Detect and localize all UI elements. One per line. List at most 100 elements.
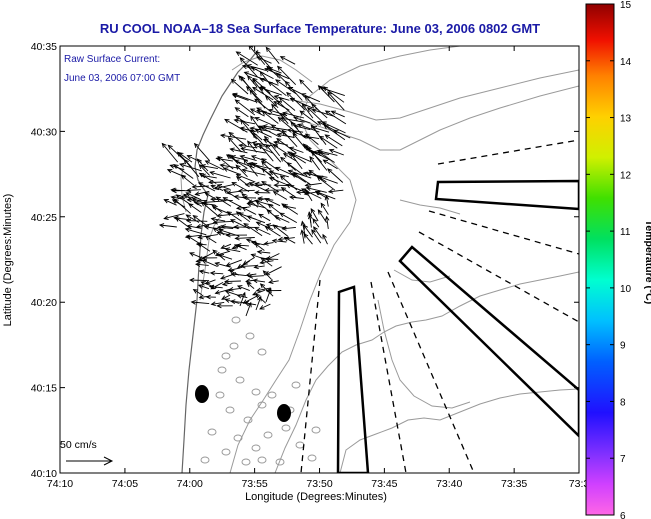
current-vector <box>255 183 272 186</box>
current-vector-head <box>222 167 229 172</box>
current-vector-head <box>183 159 189 165</box>
current-vector-head <box>169 164 175 169</box>
current-vector-head <box>264 67 270 73</box>
bathymetry-speck <box>243 416 253 424</box>
current-vector-head <box>243 71 249 76</box>
current-vector-head <box>264 95 271 101</box>
current-vector <box>302 103 314 119</box>
current-vector-head <box>308 169 314 175</box>
current-vector-head <box>254 116 260 122</box>
current-vector <box>323 86 345 103</box>
current-vector-head <box>186 224 193 229</box>
current-vector <box>226 259 243 267</box>
current-vector-head <box>236 285 243 290</box>
current-vector-head <box>246 202 252 207</box>
current-vector-head <box>224 279 230 284</box>
current-vector-head <box>247 161 253 167</box>
current-vector <box>294 125 311 131</box>
current-vector <box>243 223 263 237</box>
current-vector-head <box>324 134 330 140</box>
x-axis-ticks: 74:10 74:05 74:00 73:55 73:50 73:45 73:40 73:35… <box>47 46 589 490</box>
current-vector-head <box>254 190 260 195</box>
current-vector <box>196 222 217 228</box>
current-vector <box>303 172 328 178</box>
current-vector-head <box>233 159 240 165</box>
current-vector <box>234 244 247 251</box>
current-vector-head <box>317 151 323 157</box>
channel-edge-dashed <box>428 210 579 255</box>
current-vector-head <box>180 174 186 180</box>
current-vector <box>275 79 297 95</box>
current-vector <box>178 152 193 163</box>
current-vector-head <box>200 173 206 179</box>
bathymetry-speck <box>221 448 231 456</box>
current-vector-head <box>320 202 326 208</box>
bathymetry-speck <box>215 391 225 399</box>
channel-edge-dashed <box>387 271 475 473</box>
current-vector-head <box>201 259 207 264</box>
current-vector-head <box>197 284 204 289</box>
current-vector-head <box>287 169 293 175</box>
current-vector <box>277 133 295 138</box>
current-vector <box>276 138 297 154</box>
current-vector-head <box>246 282 252 288</box>
current-vector <box>237 294 248 299</box>
current-vector-head <box>327 168 333 174</box>
current-vector-head <box>284 80 290 86</box>
current-vector <box>243 257 255 265</box>
current-vector-head <box>253 264 259 270</box>
bathymetry-speck <box>225 406 235 414</box>
current-vector-head <box>241 291 246 298</box>
current-vector <box>252 289 266 296</box>
current-vector-head <box>200 201 207 207</box>
current-vector <box>223 167 241 176</box>
current-vector-head <box>215 196 221 202</box>
current-vector <box>225 248 241 253</box>
current-vector-head <box>221 281 228 287</box>
bathymetry-speck <box>251 388 261 396</box>
current-vector-head <box>198 163 204 170</box>
current-vector-head <box>249 126 255 132</box>
bathymetry-speck <box>307 454 317 462</box>
current-vector <box>247 64 267 71</box>
current-vector <box>264 136 281 157</box>
current-vector-head <box>261 181 267 186</box>
current-vector <box>186 220 208 222</box>
channel-edge-dashed <box>437 139 579 165</box>
current-vector <box>195 263 209 266</box>
colorbar-tick-label: 13 <box>620 114 632 125</box>
current-vector <box>303 233 313 245</box>
current-vector-head <box>170 187 176 193</box>
current-vector <box>246 239 257 244</box>
current-vector-head <box>243 223 249 228</box>
current-vector <box>265 258 279 260</box>
current-vector <box>213 220 234 223</box>
current-vector-head <box>321 121 327 126</box>
current-vector-head <box>281 226 287 231</box>
current-vector <box>260 126 282 132</box>
current-vector <box>227 211 242 222</box>
current-vector-head <box>288 146 295 152</box>
bathymetry-speck <box>231 316 241 324</box>
current-vector <box>280 56 296 65</box>
current-vector <box>323 159 338 170</box>
current-vector <box>189 252 202 259</box>
current-vector-head <box>333 129 339 135</box>
current-vector-head <box>290 152 297 158</box>
depth-contour <box>377 299 471 409</box>
current-vector <box>322 234 328 245</box>
current-vector <box>260 257 273 267</box>
current-vector-head <box>255 200 261 206</box>
current-vector-head <box>238 75 244 81</box>
current-vector <box>328 189 344 193</box>
current-vector <box>317 176 336 191</box>
current-vector-head <box>247 301 252 308</box>
current-vector-head <box>287 86 294 92</box>
current-vector <box>272 144 287 154</box>
current-vector <box>201 201 218 216</box>
current-vector-head <box>300 188 307 193</box>
bathymetry-speck <box>217 366 227 374</box>
current-vector-head <box>276 137 282 143</box>
current-vector-head <box>243 301 250 306</box>
